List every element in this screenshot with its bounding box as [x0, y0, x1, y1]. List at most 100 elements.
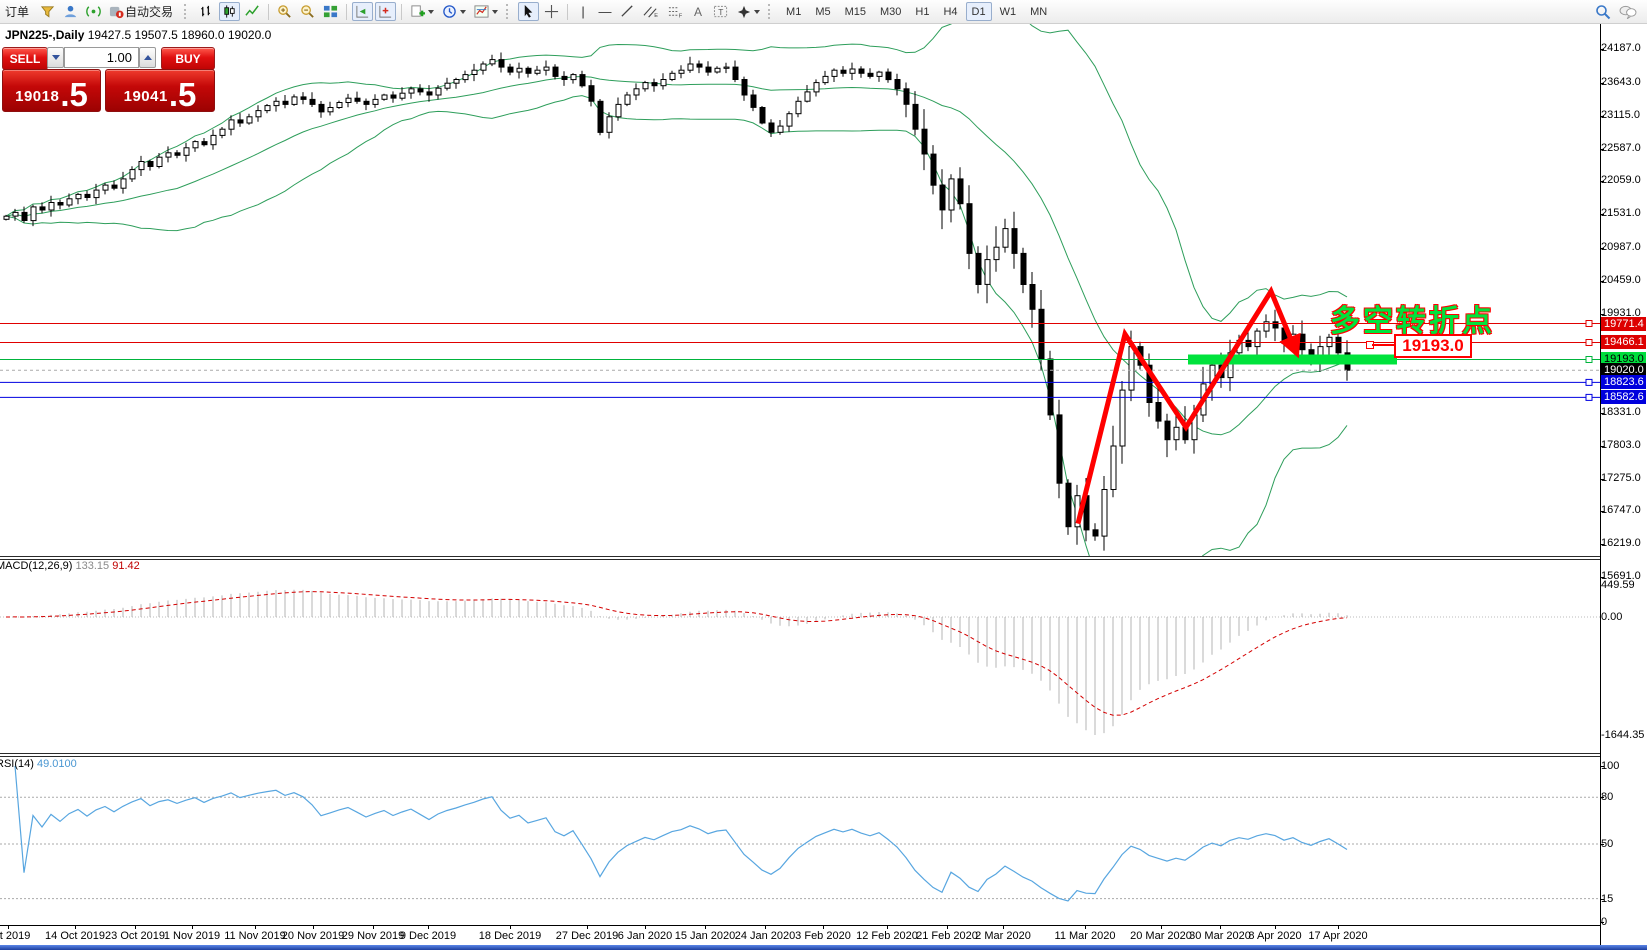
timeframe-button-m15[interactable]: M15 [844, 5, 866, 18]
toolbar-grip [768, 4, 775, 19]
toolbar-grip [184, 4, 191, 19]
rsi-axis-tick [1600, 899, 1604, 900]
time-axis-tick [887, 926, 888, 929]
sell-button[interactable]: SELL [2, 47, 48, 70]
triangle-up-icon [143, 55, 152, 60]
funnel-icon[interactable] [37, 2, 58, 21]
time-axis-tick [510, 926, 511, 929]
time-axis-label: Oct 2019 [0, 930, 31, 942]
time-axis-label: 12 Feb 2020 [856, 930, 918, 942]
rsi-indicator-pane[interactable] [0, 757, 1600, 925]
price-axis-tick-label: 24187.0 [1601, 42, 1641, 54]
price-axis-tick [1600, 214, 1604, 215]
chart-shift-button[interactable] [375, 2, 397, 21]
timeframe-button-d1[interactable]: D1 [965, 2, 992, 21]
indicators-button[interactable] [471, 2, 501, 21]
timeframe-button-h4[interactable]: H4 [943, 5, 958, 18]
cursor-tool-button[interactable] [518, 2, 540, 21]
sell-price-button[interactable]: 19018.5 [2, 69, 101, 112]
callout-connector-line [1372, 344, 1394, 346]
time-axis-label: 29 Nov 2019 [341, 930, 405, 942]
pane-divider[interactable] [0, 753, 1600, 757]
periods-button[interactable] [439, 2, 469, 21]
zoom-out-button[interactable] [297, 2, 318, 21]
macd-label: MACD(12,26,9) 133.15 91.42 [0, 560, 140, 572]
new-chart-button[interactable] [407, 2, 437, 21]
auto-trading-button[interactable]: 自动交易 [106, 2, 179, 21]
crosshair-tool-button[interactable] [541, 2, 562, 21]
volume-input[interactable]: 1.00 [64, 47, 139, 68]
text-tool[interactable]: A [694, 4, 703, 19]
time-axis-label: 1 Nov 2019 [163, 930, 221, 942]
time-axis-label: 14 Oct 2019 [45, 930, 105, 942]
time-axis-label: 9 Dec 2019 [399, 930, 457, 942]
price-axis-tick [1600, 83, 1604, 84]
auto-trading-label: 自动交易 [125, 5, 174, 19]
bar-chart-button[interactable] [196, 2, 217, 21]
price-axis-tick [1600, 281, 1604, 282]
buy-price-button[interactable]: 19041.5 [105, 69, 215, 112]
text-label-tool[interactable]: T [710, 2, 732, 21]
trendline-tool[interactable] [617, 2, 638, 21]
buy-button[interactable]: BUY [161, 47, 215, 70]
sell-price-frac: .5 [60, 75, 88, 113]
timeframe-button-w1[interactable]: W1 [999, 5, 1017, 18]
horizontal-line-tool[interactable]: — [598, 4, 612, 19]
signal-icon[interactable] [83, 2, 104, 21]
tile-windows-button[interactable] [320, 2, 341, 21]
bollinger-lower [5, 95, 1348, 556]
line-chart-button[interactable] [242, 2, 263, 21]
time-axis-label: 23 Oct 2019 [105, 930, 165, 942]
time-axis-label: 20 Mar 2020 [1130, 930, 1192, 942]
macd-indicator-pane[interactable] [0, 560, 1600, 753]
time-axis-tick [1085, 926, 1086, 929]
time-axis-tick [8, 926, 9, 929]
price-axis-tick [1600, 511, 1604, 512]
pane-divider[interactable] [0, 556, 1600, 560]
arrows-tool[interactable] [734, 2, 763, 21]
community-chat-icon[interactable] [1616, 2, 1640, 21]
time-axis-tick [705, 926, 706, 929]
time-axis-label: 6 Jan 2020 [617, 930, 673, 942]
price-axis-badge: 19466.1 [1601, 335, 1646, 349]
vertical-line-tool[interactable]: | [581, 4, 585, 19]
search-icon[interactable] [1592, 2, 1614, 21]
price-axis[interactable] [1600, 23, 1647, 945]
price-callout-box[interactable]: 19193.0 [1394, 334, 1472, 358]
timeframe-button-m1[interactable]: M1 [786, 5, 802, 18]
time-axis-tick [75, 926, 76, 929]
time-axis-tick [1161, 926, 1162, 929]
candlestick-chart-button[interactable] [219, 2, 241, 21]
main-toolbar: 订单 自动交易 [0, 0, 1647, 24]
volume-decrease-button[interactable] [47, 47, 64, 68]
timeframe-button-m5[interactable]: M5 [815, 5, 831, 18]
equidistant-channel-tool[interactable]: E [640, 2, 662, 21]
timeframe-button-h1[interactable]: H1 [915, 5, 930, 18]
price-axis-badge: 18582.6 [1601, 390, 1646, 404]
new-order-button[interactable]: 订单 [1, 2, 35, 21]
price-axis-badge: 19771.4 [1601, 317, 1646, 331]
price-axis-tick-label: 22059.0 [1601, 174, 1641, 186]
price-axis-tick-label: 16747.0 [1601, 504, 1641, 516]
zoom-in-button[interactable] [274, 2, 295, 21]
volume-increase-button[interactable] [139, 47, 156, 68]
auto-scroll-button[interactable] [352, 2, 374, 21]
price-axis-tick-label: 17275.0 [1601, 472, 1641, 484]
fibonacci-tool[interactable]: F [664, 2, 686, 21]
timeframe-button-m30[interactable]: M30 [880, 5, 902, 18]
price-axis-tick [1600, 314, 1604, 315]
rsi-axis-tick [1600, 922, 1604, 923]
price-axis-badge: 19193.0 [1601, 352, 1646, 366]
macd-axis-zero: 0.00 [1601, 611, 1623, 623]
price-axis-tick [1600, 248, 1604, 249]
profile-icon[interactable] [60, 2, 81, 21]
time-axis-label: 30 Mar 2020 [1189, 930, 1251, 942]
timeframe-group: M1 M5 M15 M30 H1 H4 D1 W1 MN [779, 2, 1054, 21]
price-axis-tick-label: 23115.0 [1601, 109, 1640, 121]
timeframe-button-mn[interactable]: MN [1030, 5, 1048, 18]
time-axis-label: 18 Dec 2019 [478, 930, 542, 942]
price-axis-tick-label: 22587.0 [1601, 142, 1641, 154]
price-chart[interactable] [0, 23, 1600, 556]
time-axis-tick [428, 926, 429, 929]
